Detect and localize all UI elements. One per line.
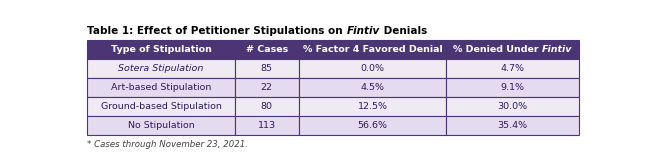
Bar <box>446 59 579 78</box>
Text: * Cases through November 23, 2021.: * Cases through November 23, 2021. <box>87 140 248 149</box>
Text: Type of Stipulation: Type of Stipulation <box>111 45 211 54</box>
Bar <box>299 59 446 78</box>
Bar <box>446 97 579 116</box>
Text: 0.0%: 0.0% <box>361 64 384 73</box>
Text: 85: 85 <box>261 64 273 73</box>
Bar <box>87 40 235 59</box>
Bar <box>446 78 579 97</box>
Bar <box>235 78 299 97</box>
Bar <box>87 97 235 116</box>
Bar <box>87 78 235 97</box>
Bar <box>446 40 579 59</box>
Text: 30.0%: 30.0% <box>497 102 528 111</box>
Text: 12.5%: 12.5% <box>358 102 387 111</box>
Text: Art-based Stipulation: Art-based Stipulation <box>111 83 211 92</box>
Text: 80: 80 <box>261 102 273 111</box>
Text: 113: 113 <box>257 121 276 130</box>
Bar <box>299 116 446 135</box>
Text: 22: 22 <box>261 83 273 92</box>
Bar <box>299 97 446 116</box>
Bar <box>87 59 235 78</box>
Text: % Denied Under: % Denied Under <box>453 45 541 54</box>
Bar <box>299 40 446 59</box>
Bar <box>235 97 299 116</box>
Text: 4.7%: 4.7% <box>500 64 525 73</box>
Text: Ground-based Stipulation: Ground-based Stipulation <box>101 102 222 111</box>
Text: Fintiv: Fintiv <box>346 26 380 36</box>
Text: No Stipulation: No Stipulation <box>127 121 194 130</box>
Bar <box>235 116 299 135</box>
Text: 4.5%: 4.5% <box>361 83 384 92</box>
Bar <box>87 116 235 135</box>
Text: 56.6%: 56.6% <box>358 121 387 130</box>
Text: % Factor 4 Favored Denial: % Factor 4 Favored Denial <box>303 45 443 54</box>
Text: Sotera Stipulation: Sotera Stipulation <box>118 64 203 73</box>
Bar <box>446 116 579 135</box>
Bar <box>235 59 299 78</box>
Text: 35.4%: 35.4% <box>497 121 528 130</box>
Text: # Cases: # Cases <box>246 45 288 54</box>
Text: Denials: Denials <box>380 26 427 36</box>
Text: Table 1: Effect of Petitioner Stipulations on: Table 1: Effect of Petitioner Stipulatio… <box>87 26 346 36</box>
Bar <box>299 78 446 97</box>
Text: Fintiv: Fintiv <box>541 45 572 54</box>
Text: 9.1%: 9.1% <box>500 83 525 92</box>
Bar <box>235 40 299 59</box>
